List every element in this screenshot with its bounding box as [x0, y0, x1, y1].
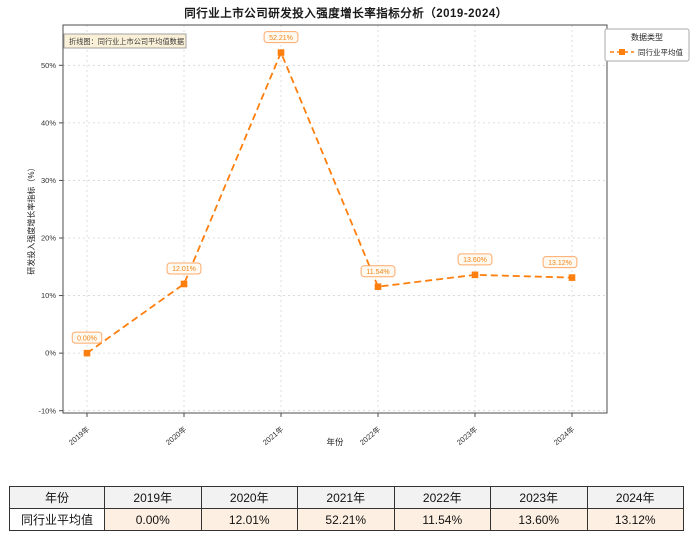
data-point-label: 0.00%	[77, 335, 97, 342]
y-tick-label: 40%	[41, 118, 56, 127]
x-axis-title: 年份	[326, 437, 344, 447]
table-header-cell: 2021年	[297, 486, 395, 509]
y-tick-label: 50%	[41, 61, 56, 70]
table-header-cell: 年份	[9, 486, 105, 509]
table-cell: 13.60%	[490, 508, 588, 531]
legend-title: 数据类型	[631, 32, 663, 42]
data-point-marker	[277, 49, 285, 56]
y-tick-label: 0%	[45, 349, 56, 358]
data-point-label: 52.21%	[269, 35, 293, 42]
data-table: 年份 2019年 2020年 2021年 2022年 2023年 2024年 同行业平均值 0.…	[9, 486, 684, 531]
data-point-label: 11.54%	[366, 269, 389, 276]
data-point-marker	[568, 274, 576, 281]
table-cell: 13.12%	[586, 508, 684, 531]
data-point-label-box	[166, 262, 202, 275]
y-tick-label: -10%	[38, 406, 56, 415]
x-tick-label: 2024年	[551, 424, 576, 448]
table-cell: 12.01%	[200, 508, 298, 531]
data-point-marker	[83, 349, 91, 357]
y-tick-label: 20%	[41, 234, 56, 243]
series-line	[86, 50, 573, 354]
table-cell: 0.00%	[104, 508, 202, 531]
y-tick-label: 30%	[41, 176, 56, 185]
y-tick-label: 10%	[41, 291, 56, 300]
data-point-marker	[180, 280, 188, 288]
data-point-label-box	[71, 331, 103, 344]
data-point-label-box	[263, 31, 299, 44]
table-header-cell: 2019年	[104, 486, 202, 509]
table-header-cell: 2023年	[490, 486, 588, 509]
table-header-row: 年份 2019年 2020年 2021年 2022年 2023年 2024年	[9, 486, 684, 509]
table-header-cell: 2020年	[200, 486, 298, 509]
table-row-label: 同行业平均值	[9, 508, 105, 531]
table-header-cell: 2022年	[393, 486, 491, 509]
legend-box	[604, 28, 690, 62]
x-tick-label: 2022年	[357, 424, 382, 448]
table-header-cell: 2024年	[586, 486, 684, 509]
table-cell: 11.54%	[393, 508, 491, 531]
data-point-label: 12.01%	[172, 266, 196, 273]
line-chart: -10% 0% 10% 20% 30% 40% 50% 2019年 2020年 2021年 2022…	[26, 24, 690, 448]
y-axis-title: 研发投入强度增长率指标（%）	[26, 163, 36, 274]
table-row: 同行业平均值 0.00% 12.01% 52.21% 11.54% 13.60% 13.12…	[9, 508, 684, 531]
legend-marker	[619, 49, 625, 55]
x-tick-label: 2021年	[260, 424, 285, 448]
annotation-box	[63, 33, 187, 49]
chart-title: 同行业上市公司研发投入强度增长率指标分析（2019-2024）	[184, 8, 508, 20]
data-point-marker	[374, 283, 382, 290]
data-point-label-box	[457, 253, 493, 266]
annotation-text: 折线图：同行业上市公司平均值数据	[69, 37, 184, 46]
x-tick-label: 2023年	[454, 424, 479, 448]
data-point-label: 13.60%	[463, 257, 487, 264]
x-tick-label: 2019年	[66, 424, 91, 448]
data-point-label-box	[542, 256, 578, 269]
x-tick-label: 2020年	[163, 424, 188, 448]
data-point-marker	[471, 271, 479, 279]
legend-item-label: 同行业平均值	[638, 47, 683, 57]
table-cell: 52.21%	[297, 508, 395, 531]
data-point-label-box	[360, 265, 396, 278]
plot-border	[62, 24, 608, 414]
data-point-label: 13.12%	[548, 260, 572, 267]
